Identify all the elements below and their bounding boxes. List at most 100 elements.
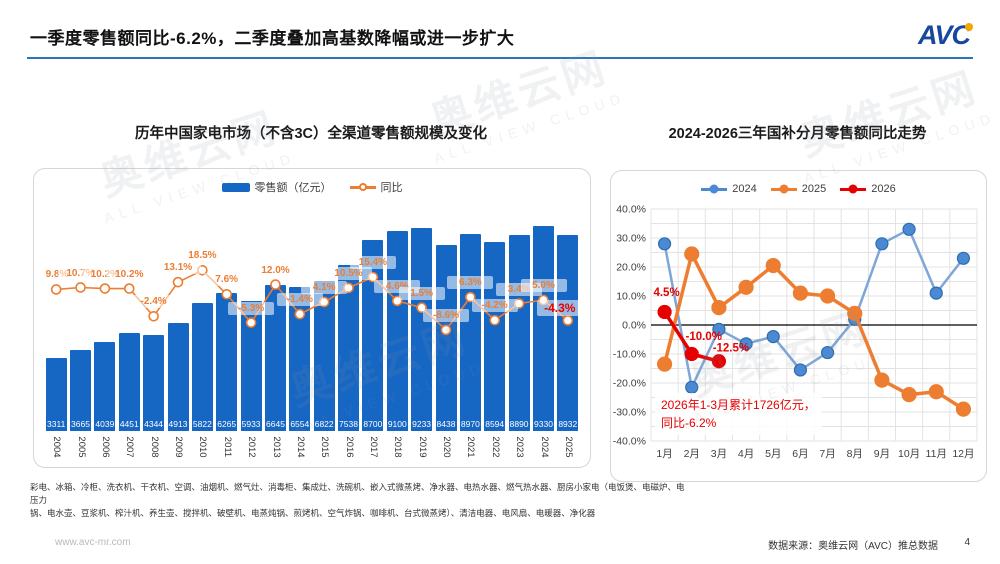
line-marker-icon xyxy=(770,184,797,194)
bar: 4344 xyxy=(143,335,165,431)
bar-value-label: 4451 xyxy=(119,419,139,429)
right-chart-panel: 2024 2025 2026 40.0% 30.0% 20.0% 10.0% 0.0% -… xyxy=(610,170,987,482)
legend-item-2024: 2024 xyxy=(701,183,757,195)
yoy-value-label: 18.5% xyxy=(179,249,226,263)
data-point-2024 xyxy=(766,330,780,344)
year-label: 2014 xyxy=(294,436,306,458)
data-point-2024 xyxy=(685,380,699,394)
ytick-label: -10.0% xyxy=(613,349,646,361)
bar-value-label: 8438 xyxy=(436,419,456,429)
month-label: 10月 xyxy=(898,448,920,460)
watermark-text: 奥维云网 xyxy=(794,62,984,165)
yoy-line-layer xyxy=(50,265,574,336)
bar: 4451 xyxy=(118,333,140,431)
year-label: 2022 xyxy=(489,436,501,458)
data-point-2025 xyxy=(874,372,890,388)
bar: 6554 xyxy=(289,286,311,431)
month-label: 8月 xyxy=(847,448,863,460)
ytick-label: -40.0% xyxy=(613,436,646,448)
year-label: 2004 xyxy=(51,436,63,458)
bar-value-label: 8594 xyxy=(485,419,505,429)
bar: 3665 xyxy=(70,350,91,431)
month-label: 11月 xyxy=(926,448,947,460)
bar-value-label: 6265 xyxy=(217,419,237,429)
yoy-marker xyxy=(50,284,62,295)
year-label: 2010 xyxy=(197,436,209,458)
month-label: 7月 xyxy=(819,448,835,460)
right-chart-title: 2024-2026三年国补分月零售额同比走势 xyxy=(668,126,927,142)
bar: 9233 xyxy=(411,227,433,431)
data-point-2024 xyxy=(657,237,672,251)
year-label: 2015 xyxy=(319,436,331,458)
bar-value-label: 6645 xyxy=(266,419,285,429)
month-label: 3月 xyxy=(711,448,727,460)
bar-value-label: 4913 xyxy=(168,419,188,429)
year-label: 2021 xyxy=(465,436,477,458)
watermark: 奥维云网 ALL VIEW CLOUD xyxy=(783,51,998,186)
left-chart-legend: 零售额（亿元） 同比 xyxy=(34,179,590,195)
yoy-value-label: -1.4% xyxy=(276,293,323,307)
avc-logo-dot-icon xyxy=(965,23,973,31)
bar-swatch-icon xyxy=(221,182,250,192)
left-chart-panel: 零售额（亿元） 同比 3311 2004 3665 2005 4039 2006 4451 2… xyxy=(33,168,591,468)
yoy-value-label: -2.4% xyxy=(130,295,177,309)
footnote-line1: 彩电、冰箱、冷柜、洗衣机、干衣机、空调、油烟机、燃气灶、消毒柜、集成灶、洗碗机、… xyxy=(30,482,685,505)
footer-source: 数据来源：奥维云网（AVC）推总数据 xyxy=(768,541,938,552)
bar-value-label: 9233 xyxy=(412,419,432,429)
legend-label: 2024 xyxy=(732,183,757,195)
left-chart-title: 历年中国家电市场（不含3C）全渠道零售额规模及变化 xyxy=(134,126,488,142)
yoy-value-label: 4.1% xyxy=(301,281,348,294)
data-point-2024 xyxy=(712,322,726,336)
year-label: 2023 xyxy=(514,436,526,458)
data-point-2025 xyxy=(711,299,727,316)
year-label: 2025 xyxy=(562,436,574,458)
yoy-marker xyxy=(148,310,159,322)
bar-value-label: 8970 xyxy=(460,419,480,429)
bar-value-label: 5822 xyxy=(192,419,212,429)
bar-value-label: 8890 xyxy=(509,419,529,429)
year-label: 2006 xyxy=(99,436,111,458)
bar: 8970 xyxy=(459,233,481,431)
bar: 5822 xyxy=(191,302,213,431)
year-label: 2018 xyxy=(392,436,404,458)
bar-value-label: 4039 xyxy=(95,419,115,429)
data-point-2024 xyxy=(956,251,971,265)
yoy-marker xyxy=(75,282,86,293)
yoy-value-label: 10.2% xyxy=(106,267,153,281)
right-chart-annotation: 2026年1-3月累计1726亿元， 同比-6.2% xyxy=(655,393,822,435)
category-footnote: 彩电、冰箱、冷柜、洗衣机、干衣机、空调、油烟机、燃气灶、消毒柜、集成灶、洗碗机、… xyxy=(30,481,688,520)
year-label: 2019 xyxy=(416,436,428,458)
yoy-marker xyxy=(172,276,184,288)
bar-value-label: 5933 xyxy=(241,419,261,429)
legend-item-retail: 零售额（亿元） xyxy=(221,179,332,195)
data-point-2025 xyxy=(847,305,863,322)
data-point-2024 xyxy=(929,286,943,300)
month-label: 9月 xyxy=(874,448,890,460)
month-label: 1月 xyxy=(656,448,672,460)
point-value-label: 4.5% xyxy=(653,287,679,299)
data-point-2024 xyxy=(820,345,835,360)
line-marker-icon xyxy=(701,184,728,194)
yoy-value-label: -4.3% xyxy=(536,299,583,316)
ytick-label: 10.0% xyxy=(616,291,646,303)
yoy-value-label: 6.3% xyxy=(447,276,494,290)
data-point-2025 xyxy=(901,387,917,403)
ytick-label: 30.0% xyxy=(616,233,646,245)
data-point-2025 xyxy=(684,246,700,262)
year-label: 2007 xyxy=(124,436,136,458)
year-label: 2020 xyxy=(441,436,452,458)
data-point-2025 xyxy=(792,285,809,301)
bar-value-label: 9330 xyxy=(534,419,553,429)
bar-value-label: 3311 xyxy=(47,419,66,429)
header-divider xyxy=(27,57,973,59)
legend-label: 2025 xyxy=(801,183,827,195)
annotation-line1: 2026年1-3月累计1726亿元， xyxy=(661,398,816,412)
year-label: 2016 xyxy=(343,436,355,458)
bar-value-label: 8700 xyxy=(363,419,383,429)
yoy-value-label: 13.1% xyxy=(155,261,201,275)
footnote-line2: 锅、电水壶、豆浆机、榨汁机、养生壶、搅拌机、破壁机、电蒸炖锅、煎烤机、空气炸锅、… xyxy=(30,508,596,518)
data-point-2024 xyxy=(875,237,889,251)
yoy-value-label: 15.4% xyxy=(349,256,396,270)
yoy-value-label: 7.6% xyxy=(203,273,250,287)
data-point-2025 xyxy=(656,356,673,372)
